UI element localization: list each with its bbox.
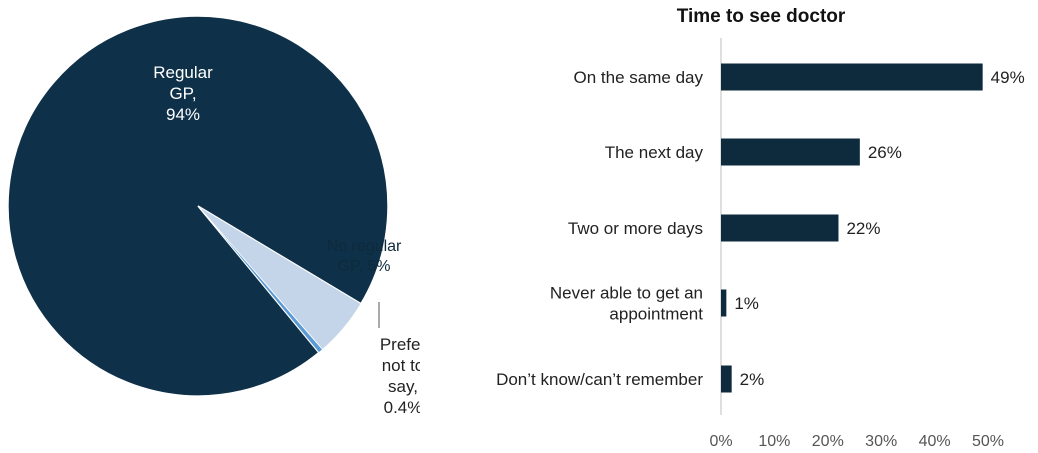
category-label: On the same day (574, 68, 704, 87)
data-label: 1% (734, 294, 759, 313)
x-tick-label: 10% (758, 433, 790, 450)
pie-slice-label: Regular GP, 94% (153, 63, 213, 124)
x-tick-label: 20% (812, 433, 844, 450)
category-label: Two or more days (568, 219, 703, 238)
bar (721, 365, 732, 393)
category-label: The next day (605, 143, 704, 162)
bar (721, 289, 727, 317)
bar (721, 63, 983, 91)
data-label: 26% (868, 143, 902, 162)
x-tick-label: 30% (865, 433, 897, 450)
chart-title: Time to see doctor (677, 6, 846, 27)
x-tick-label: 50% (972, 433, 1004, 450)
pie-slice (197, 205, 324, 354)
category-label: Don’t know/can’t remember (496, 370, 703, 389)
data-label: 49% (991, 68, 1025, 87)
bar (721, 214, 839, 242)
data-label: 22% (846, 219, 880, 238)
x-tick-label: 0% (709, 433, 732, 450)
bar (721, 138, 860, 166)
x-tick-label: 40% (919, 433, 951, 450)
pie-slice-label: No regular GP, 5% (327, 238, 402, 275)
category-label: Never able to get an appointment (550, 284, 703, 324)
data-label: 2% (740, 370, 765, 389)
